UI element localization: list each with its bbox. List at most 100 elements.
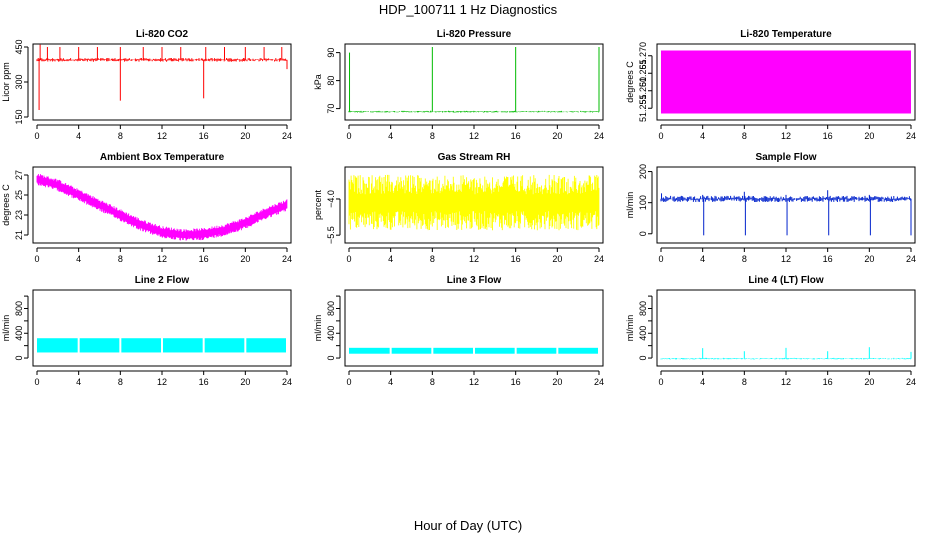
data-segment (433, 347, 473, 354)
x-tick-label: 8 (430, 131, 435, 141)
series-pressure (348, 47, 600, 113)
x-tick-label: 8 (430, 377, 435, 387)
y-tick-label: 21 (14, 230, 24, 240)
series-temperature (661, 50, 911, 114)
x-tick-label: 12 (157, 377, 167, 387)
x-tick-label: 24 (594, 377, 604, 387)
x-axis: 0 4 8 12 16 20 24 (658, 370, 916, 387)
plot-frame (32, 43, 292, 121)
y-tick-label: 0 (14, 356, 24, 361)
panel-title: Li-820 Temperature (740, 29, 832, 40)
x-tick-label: 20 (552, 131, 562, 141)
y-tick-label: 150 (14, 109, 24, 124)
data-segment (37, 338, 78, 353)
x-tick-label: 12 (469, 254, 479, 264)
x-tick-label: 24 (282, 131, 292, 141)
x-tick-label: 12 (157, 254, 167, 264)
y-tick-label: 800 (326, 301, 336, 316)
y-tick-label: 25 (14, 190, 24, 200)
panel-title: Gas Stream RH (438, 152, 511, 163)
x-axis: 0 4 8 12 16 20 24 (346, 124, 604, 141)
data-block (661, 50, 911, 114)
x-tick-label: 24 (282, 377, 292, 387)
x-axis: 0 4 8 12 16 20 24 (34, 370, 292, 387)
data-segment (204, 338, 245, 353)
x-tick-label: 16 (199, 254, 209, 264)
y-axis: 0 400 800 (638, 295, 653, 361)
y-tick-label: 51.270 (638, 42, 648, 70)
x-axis: 0 4 8 12 16 20 24 (34, 247, 292, 264)
plot-frame (32, 166, 292, 244)
y-tick-label: 23 (14, 210, 24, 220)
figure-x-axis-label: Hour of Day (UTC) (413, 518, 523, 533)
x-tick-label: 16 (511, 377, 521, 387)
x-tick-label: 20 (864, 254, 874, 264)
x-tick-label: 8 (742, 254, 747, 264)
x-tick-label: 0 (346, 131, 351, 141)
x-tick-label: 0 (658, 377, 663, 387)
x-tick-label: 0 (658, 254, 663, 264)
x-axis: 0 4 8 12 16 20 24 (658, 247, 916, 264)
x-tick-label: 20 (240, 377, 250, 387)
x-tick-label: 8 (742, 377, 747, 387)
panel-title: Line 3 Flow (447, 275, 502, 286)
plot-frame (32, 289, 292, 367)
panel-2: Li-820 Pressure 0 4 8 12 16 20 24 70 80 90 kPa (313, 29, 604, 141)
y-axis-label: degrees C (625, 61, 635, 103)
x-tick-label: 24 (282, 254, 292, 264)
x-tick-label: 0 (346, 377, 351, 387)
x-tick-label: 4 (76, 131, 81, 141)
plot-frame (344, 43, 604, 121)
x-tick-label: 8 (118, 377, 123, 387)
panel-title: Line 2 Flow (135, 275, 190, 286)
x-tick-label: 4 (700, 131, 705, 141)
series-line-4 (660, 347, 912, 360)
data-baseline (348, 110, 600, 113)
x-tick-label: 0 (34, 254, 39, 264)
y-axis: 21 23 25 27 (14, 170, 29, 240)
data-segment (516, 347, 557, 354)
y-axis: 0 400 800 (326, 295, 341, 361)
data-segment (475, 347, 515, 354)
x-tick-label: 8 (742, 131, 747, 141)
x-tick-label: 20 (864, 131, 874, 141)
y-tick-label: 70 (326, 104, 336, 114)
x-tick-label: 4 (76, 254, 81, 264)
x-tick-label: 20 (240, 254, 250, 264)
x-tick-label: 24 (594, 131, 604, 141)
y-tick-label: 0 (326, 356, 336, 361)
series-co2 (36, 44, 288, 110)
x-tick-label: 4 (700, 254, 705, 264)
data-segment (558, 347, 598, 354)
data-segment (391, 347, 432, 354)
y-tick-label: 800 (638, 301, 648, 316)
panel-6: Sample Flow 0 4 8 12 16 20 24 0 100 200 ml/min (625, 152, 916, 264)
y-axis-label: Licor ppm (1, 62, 11, 102)
y-axis: 150 300 450 (14, 39, 29, 125)
x-axis: 0 4 8 12 16 20 24 (346, 370, 604, 387)
x-tick-label: 8 (118, 131, 123, 141)
x-tick-label: 20 (864, 377, 874, 387)
panel-title: Line 4 (LT) Flow (748, 275, 824, 286)
x-tick-label: 16 (199, 131, 209, 141)
y-axis: −5.5 −4.0 (326, 190, 341, 244)
x-tick-label: 12 (157, 131, 167, 141)
data-segment (121, 338, 161, 353)
y-axis-label: ml/min (625, 192, 635, 219)
plot-frame (656, 43, 916, 121)
plot-frame (344, 289, 604, 367)
x-tick-label: 20 (240, 131, 250, 141)
x-tick-label: 12 (469, 377, 479, 387)
y-tick-label: 300 (14, 74, 24, 89)
x-tick-label: 16 (511, 131, 521, 141)
y-tick-label: 800 (14, 301, 24, 316)
series-box-temp (36, 174, 288, 241)
y-tick-label: 0 (638, 356, 648, 361)
y-tick-label: 400 (638, 326, 648, 341)
